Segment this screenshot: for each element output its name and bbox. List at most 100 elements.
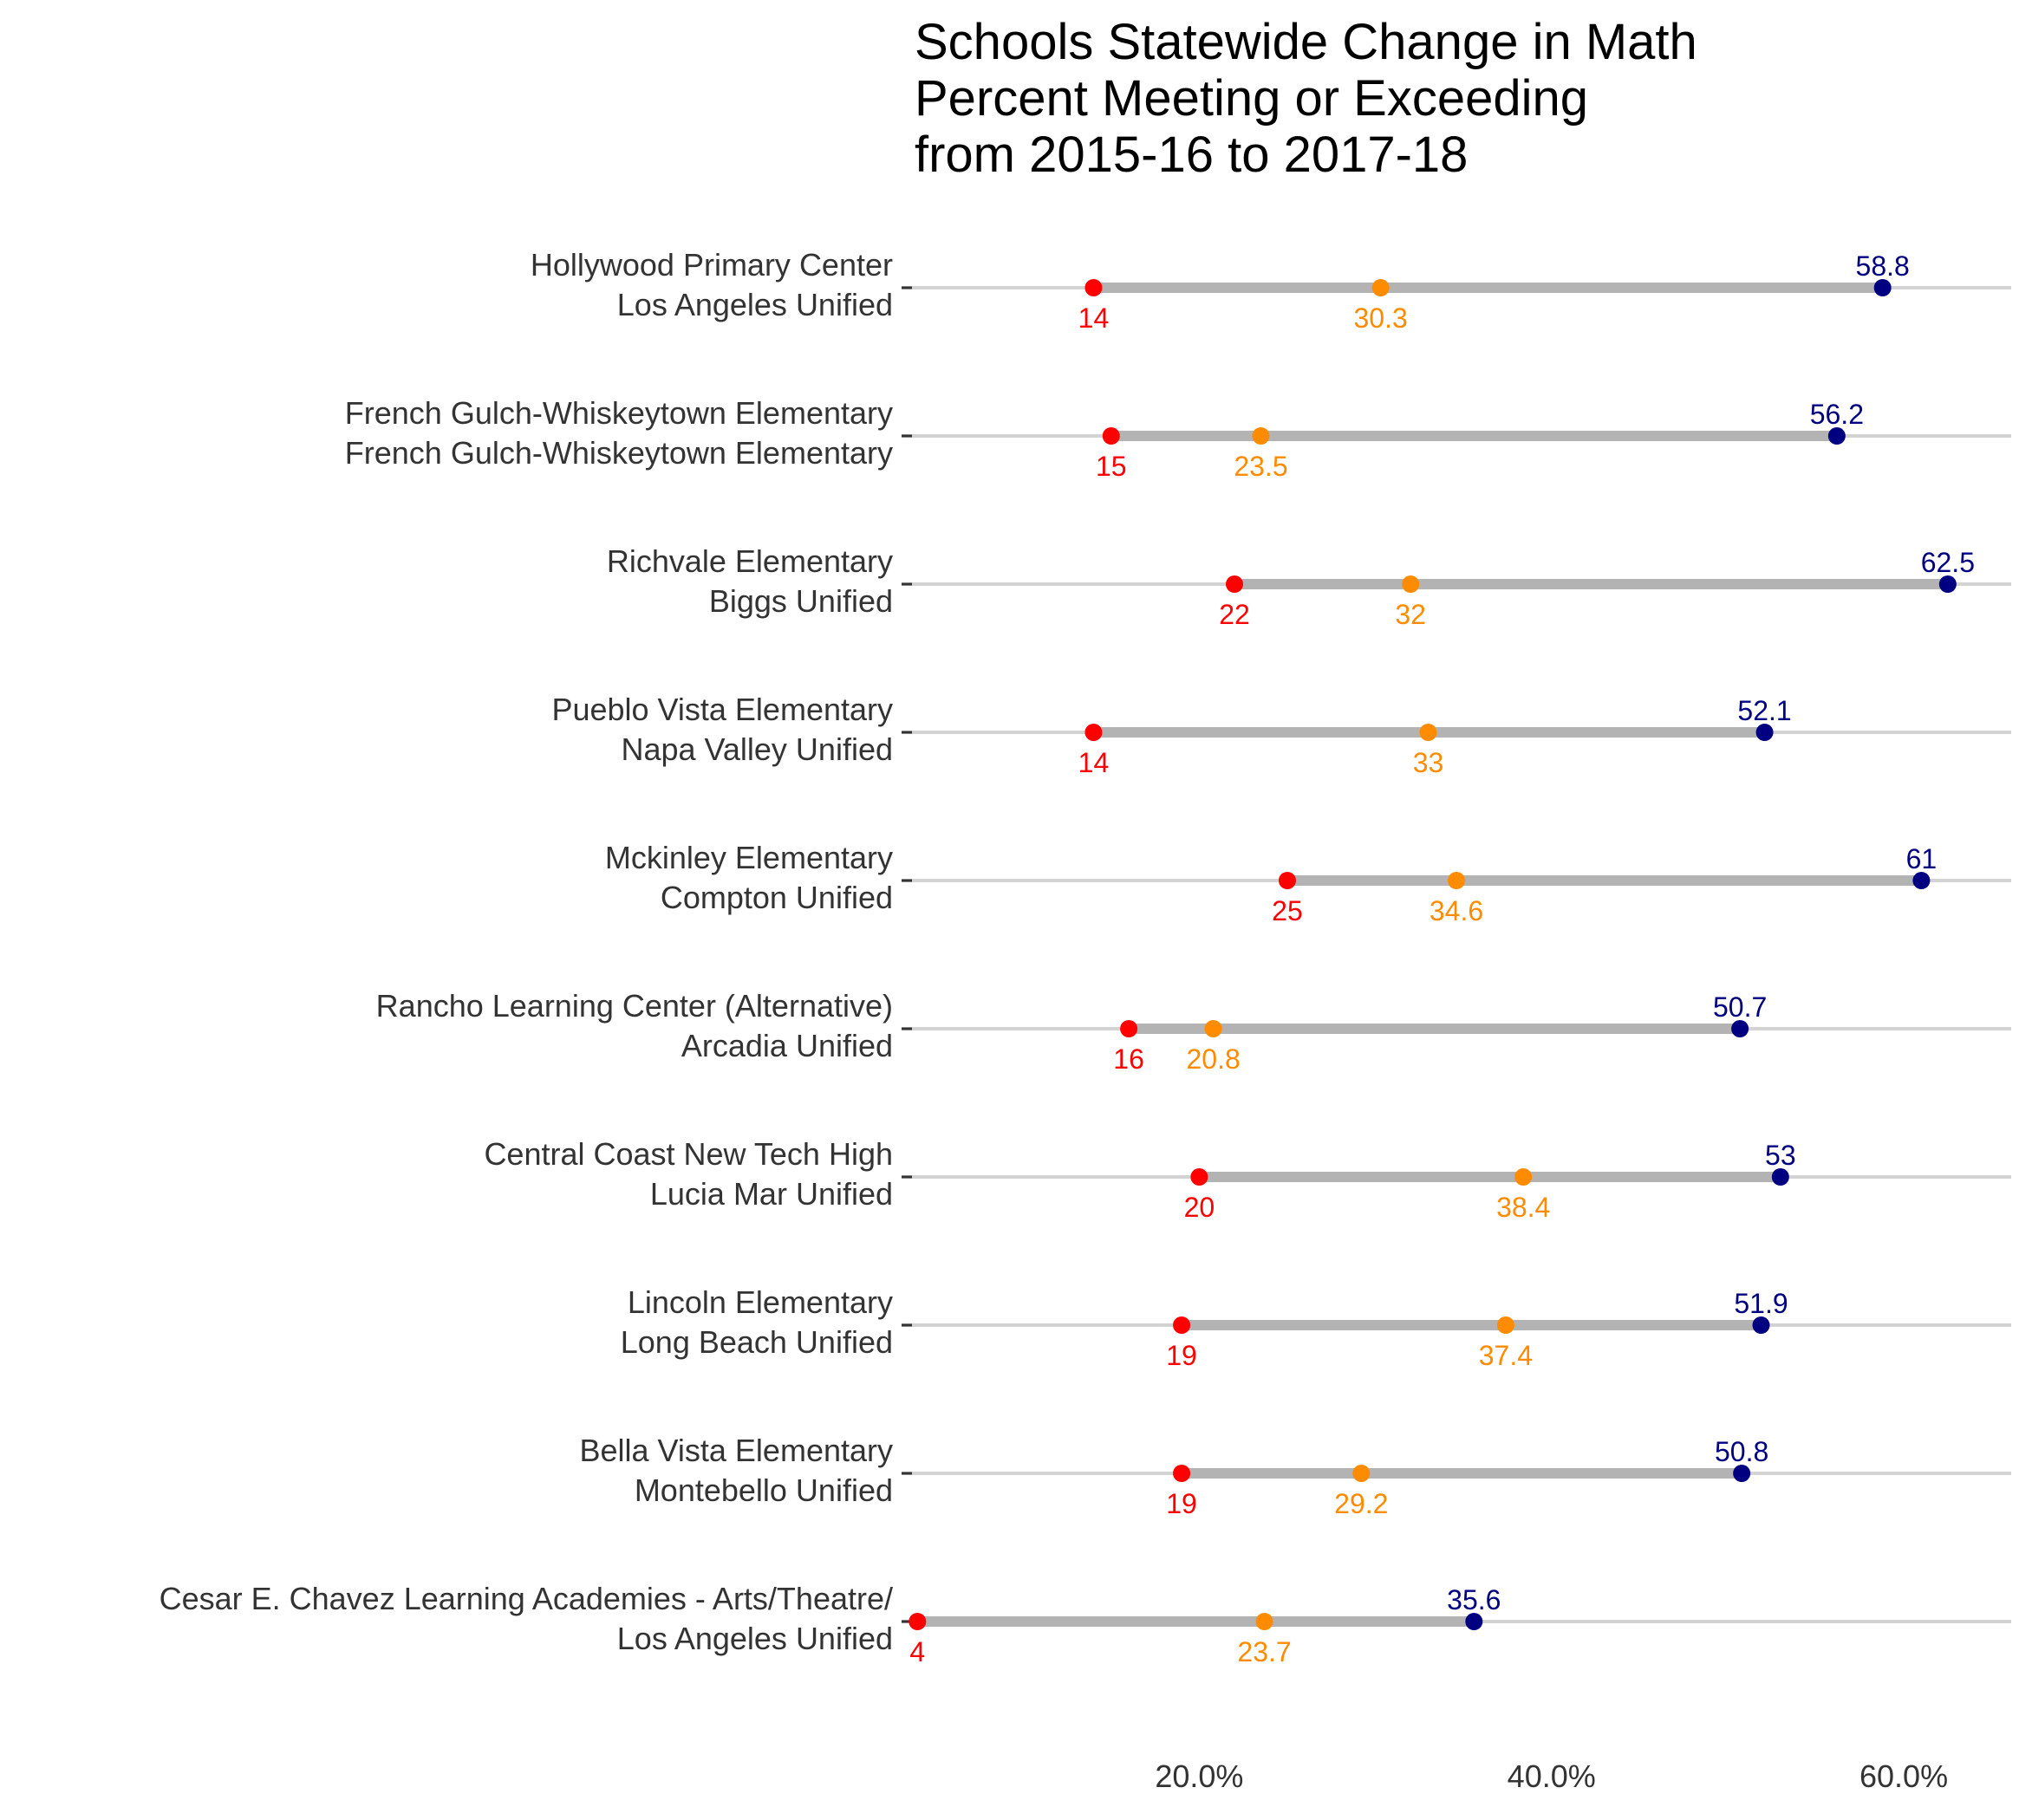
value-label-2016: 19 xyxy=(1166,1340,1197,1371)
value-label-2018: 62.5 xyxy=(1921,547,1975,578)
value-label-2017: 23.7 xyxy=(1237,1636,1291,1667)
point-2018 xyxy=(1771,1168,1789,1186)
chart-rows: Hollywood Primary Center Los Angeles Unif… xyxy=(160,247,2011,1667)
school-name-label: Mckinley Elementary xyxy=(605,840,893,875)
district-name-label: Compton Unified xyxy=(661,880,893,915)
point-2017 xyxy=(1252,427,1270,445)
value-label-2018: 58.8 xyxy=(1856,250,1910,282)
x-tick-label: 20.0% xyxy=(1155,1758,1243,1794)
chart-row: Central Coast New Tech High Lucia Mar Uni… xyxy=(484,1136,2011,1223)
school-name-label: Central Coast New Tech High xyxy=(484,1136,893,1172)
school-name-label: French Gulch-Whiskeytown Elementary xyxy=(345,395,893,431)
point-2018 xyxy=(1733,1465,1751,1482)
value-label-2016: 14 xyxy=(1078,302,1110,334)
value-label-2018: 52.1 xyxy=(1737,695,1791,726)
value-label-2017: 23.5 xyxy=(1234,451,1287,482)
point-2017 xyxy=(1255,1613,1273,1630)
point-2018 xyxy=(1755,724,1774,741)
point-2016 xyxy=(1190,1168,1208,1186)
point-2016 xyxy=(1102,427,1120,445)
value-label-2017: 38.4 xyxy=(1496,1192,1550,1223)
chart-title-line-2: Percent Meeting or Exceeding xyxy=(915,70,1588,127)
chart-title-line-3: from 2015-16 to 2017-18 xyxy=(915,127,1468,183)
value-label-2016: 16 xyxy=(1113,1043,1144,1075)
chart-row: Mckinley Elementary Compton Unified 25 34.6… xyxy=(605,840,2011,926)
point-2017 xyxy=(1514,1168,1533,1186)
value-label-2016: 4 xyxy=(909,1636,925,1667)
value-label-2016: 25 xyxy=(1272,895,1303,926)
value-label-2017: 29.2 xyxy=(1334,1488,1388,1519)
value-label-2016: 19 xyxy=(1166,1488,1197,1519)
point-2017 xyxy=(1448,872,1465,889)
value-label-2018: 56.2 xyxy=(1810,399,1864,430)
x-tick-label: 40.0% xyxy=(1508,1758,1596,1794)
point-2018 xyxy=(1465,1613,1483,1630)
chart-row: Cesar E. Chavez Learning Academies - Art… xyxy=(160,1581,2011,1667)
point-2017 xyxy=(1496,1316,1514,1334)
value-label-2018: 50.7 xyxy=(1713,991,1767,1023)
value-label-2016: 20 xyxy=(1184,1192,1215,1223)
value-label-2017: 32 xyxy=(1395,599,1426,630)
school-name-label: Bella Vista Elementary xyxy=(579,1433,893,1468)
point-2017 xyxy=(1371,279,1390,296)
x-axis: 20.0% 40.0% 60.0% xyxy=(1155,1758,1948,1794)
point-2016 xyxy=(1120,1020,1138,1037)
value-label-2017: 37.4 xyxy=(1479,1340,1533,1371)
school-name-label: Pueblo Vista Elementary xyxy=(551,692,893,727)
chart-row: French Gulch-Whiskeytown Elementary Frenc… xyxy=(345,395,2011,482)
value-label-2016: 15 xyxy=(1096,451,1127,482)
district-name-label: Lucia Mar Unified xyxy=(650,1176,893,1212)
point-2016 xyxy=(1278,872,1296,889)
district-name-label: Biggs Unified xyxy=(709,583,893,619)
school-name-label: Lincoln Elementary xyxy=(628,1284,893,1320)
point-2018 xyxy=(1938,575,1957,593)
point-2016 xyxy=(1084,279,1103,296)
chart-row: Bella Vista Elementary Montebello Unified… xyxy=(579,1433,2011,1519)
point-2018 xyxy=(1873,279,1892,296)
chart-row: Rancho Learning Center (Alternative) Arca… xyxy=(376,988,2011,1075)
value-label-2016: 22 xyxy=(1219,599,1250,630)
point-2017 xyxy=(1352,1465,1371,1482)
chart-row: Richvale Elementary Biggs Unified 22 32 62.5 xyxy=(607,543,2011,630)
value-label-2016: 14 xyxy=(1078,747,1110,778)
point-2016 xyxy=(1173,1316,1191,1334)
x-tick-label: 60.0% xyxy=(1859,1758,1948,1794)
school-name-label: Hollywood Primary Center xyxy=(531,247,893,283)
district-name-label: Los Angeles Unified xyxy=(617,287,893,322)
point-2018 xyxy=(1752,1316,1770,1334)
value-label-2017: 30.3 xyxy=(1353,302,1407,334)
value-label-2017: 20.8 xyxy=(1186,1043,1240,1075)
value-label-2018: 50.8 xyxy=(1715,1436,1768,1467)
point-2016 xyxy=(1084,724,1103,741)
school-name-label: Cesar E. Chavez Learning Academies - Art… xyxy=(160,1581,893,1616)
district-name-label: Los Angeles Unified xyxy=(617,1621,893,1656)
value-label-2018: 53 xyxy=(1765,1140,1796,1171)
district-name-label: Napa Valley Unified xyxy=(621,731,893,767)
point-2017 xyxy=(1204,1020,1222,1037)
chart-row: Hollywood Primary Center Los Angeles Unif… xyxy=(531,247,2011,334)
district-name-label: Montebello Unified xyxy=(635,1472,893,1508)
chart-title: Schools Statewide Change in Math Percent… xyxy=(915,14,1697,183)
chart-title-line-1: Schools Statewide Change in Math xyxy=(915,14,1697,70)
point-2018 xyxy=(1731,1020,1749,1037)
point-2018 xyxy=(1827,427,1846,445)
district-name-label: French Gulch-Whiskeytown Elementary xyxy=(345,435,893,471)
district-name-label: Long Beach Unified xyxy=(621,1324,893,1360)
point-2016 xyxy=(1173,1465,1191,1482)
point-2016 xyxy=(1226,575,1243,593)
value-label-2017: 33 xyxy=(1413,747,1444,778)
chart-row: Lincoln Elementary Long Beach Unified 19 37… xyxy=(621,1284,2011,1371)
value-label-2018: 35.6 xyxy=(1447,1584,1501,1615)
value-label-2017: 34.6 xyxy=(1430,895,1483,926)
district-name-label: Arcadia Unified xyxy=(681,1028,893,1063)
point-2016 xyxy=(909,1613,927,1630)
value-label-2018: 51.9 xyxy=(1734,1288,1788,1319)
chart-row: Pueblo Vista Elementary Napa Valley Unifi… xyxy=(551,692,2011,778)
point-2018 xyxy=(1912,872,1931,889)
school-name-label: Rancho Learning Center (Alternative) xyxy=(376,988,893,1024)
point-2017 xyxy=(1419,724,1437,741)
school-name-label: Richvale Elementary xyxy=(607,543,893,579)
value-label-2018: 61 xyxy=(1906,843,1938,874)
point-2017 xyxy=(1402,575,1420,593)
